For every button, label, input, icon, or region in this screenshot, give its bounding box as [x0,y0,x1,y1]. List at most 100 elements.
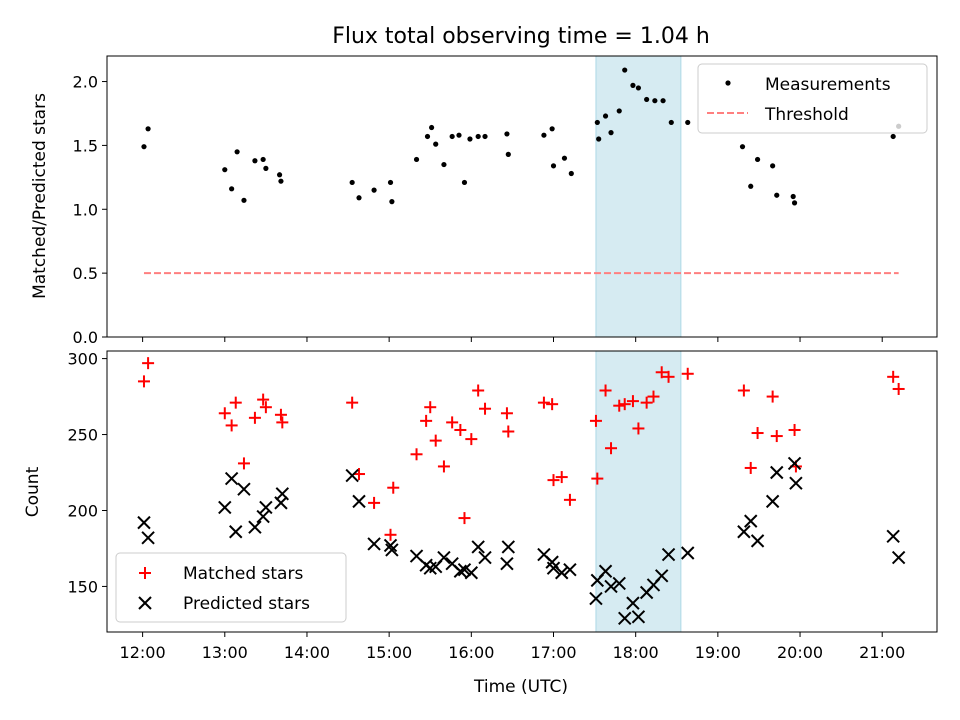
predicted-star-stroke-b [681,546,695,560]
predicted-star-stroke-b [563,563,577,577]
measurement-point [541,132,547,138]
predicted-star-stroke-b [457,563,472,577]
measurement-point [748,183,754,189]
measurement-point [252,158,258,164]
count-x-axis-label: Time (UTC) [473,677,568,697]
count-y-tick-label: 150 [67,577,98,596]
predicted-star-stroke-b [367,537,381,551]
measurement-point [475,133,481,140]
matched-star-point [137,375,150,388]
matched-star-point [420,414,433,427]
measurement-point [561,155,568,161]
predicted-star-stroke-b [383,538,398,553]
matched-star-point [142,357,155,370]
measurement-point [349,179,355,186]
matched-star-point [589,414,602,427]
measurement-point [791,200,798,206]
predicted-star-stroke-b [229,525,243,539]
measurement-point [568,170,574,177]
predicted-star-point [478,550,492,565]
measurement-point [371,187,377,193]
measurement-point [145,126,151,132]
count-y-tick-label: 200 [67,501,98,520]
ratio-y-tick-label: 1.0 [73,200,98,219]
matched-star-point [465,433,478,446]
predicted-star-point [464,566,479,580]
predicted-star-point [385,543,399,557]
count-x-tick-label: 18:00 [613,643,659,662]
predicted-star-point [500,556,514,571]
count-x-tick-label: 15:00 [366,643,412,662]
matched-star-point [626,395,639,408]
predicted-star-stroke-b [274,496,288,510]
measurement-point [505,151,511,157]
measurement-point [774,192,780,198]
predicted-star-point [259,500,273,515]
matched-star-point [591,472,604,485]
matched-star-point [458,512,471,525]
predicted-star-stroke-b [631,610,646,624]
predicted-star-stroke-b [765,494,780,509]
predicted-star-stroke-b [618,611,632,626]
measurement-point [739,144,746,150]
measurement-point [141,144,147,150]
measurement-point [890,133,896,140]
predicted-star-point [589,591,603,606]
matched-star-point [237,457,250,470]
predicted-star-stroke-b [345,468,359,483]
predicted-star-stroke-b [789,476,803,490]
matched-star-point [737,384,750,397]
predicted-star-stroke-b [626,596,640,610]
measurement-point [630,82,636,88]
count-x-tick-label: 19:00 [695,643,741,662]
measurement-point [660,98,666,104]
matched-star-point [788,423,801,436]
matched-star-point [229,396,242,409]
predicted-star-point [256,509,270,524]
predicted-star-stroke-b [737,525,751,539]
measurement-point [449,133,455,140]
count-x-tick-label: 20:00 [777,643,823,662]
predicted-star-point [654,569,669,583]
predicted-star-point [765,494,780,509]
matched-star-point [387,481,400,494]
measurement-point [234,149,240,155]
measurement-point [504,131,510,137]
ratio-plot-frame [106,55,938,338]
count-x-tick-label: 16:00 [448,643,494,662]
predicted-star-point [891,550,906,565]
predicted-star-stroke-b [612,576,626,591]
measurement-point [229,186,235,192]
measurement-point [770,163,776,169]
predicted-star-stroke-b [352,494,366,509]
predicted-star-point [437,550,451,565]
predicted-star-stroke-b [604,579,618,594]
predicted-stars-series [137,456,906,626]
predicted-star-stroke-b [137,515,151,530]
matched-star-point [472,384,485,397]
matched-star-point [346,396,359,409]
predicted-star-point [770,465,784,480]
predicted-star-point [744,514,758,528]
predicted-star-stroke-b [409,549,424,563]
predicted-star-point [137,515,151,530]
measurement-point [622,67,628,73]
matched-star-point [547,474,560,487]
measurement-point [652,98,658,104]
measurement-point [644,96,650,103]
matched-star-point [605,442,618,455]
matched-star-point [632,422,645,435]
matched-star-point [259,401,272,414]
matched-star-point [618,398,631,411]
predicted-star-point [453,564,468,578]
measurement-point [424,133,431,140]
measurement-point [260,156,266,163]
ratio-panel: 0.00.51.01.52.0 Matched/Predicted stars … [30,55,938,347]
matched-star-point [479,402,492,415]
matched-star-point [368,496,381,509]
predicted-star-stroke-b [464,566,479,580]
count-y-tick-label: 250 [67,426,98,445]
legend-predicted-marker [138,596,152,610]
matched-star-point [500,407,513,420]
